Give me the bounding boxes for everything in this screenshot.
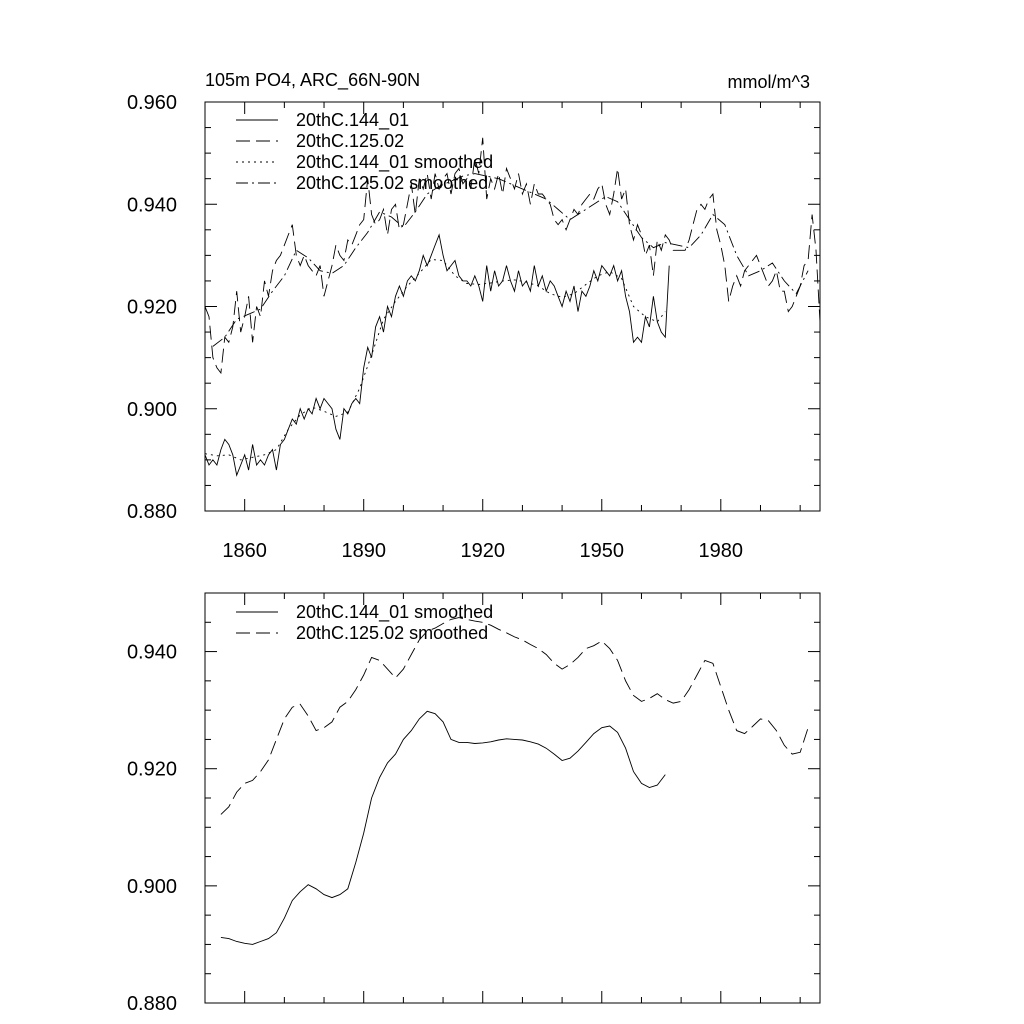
y-tick-label: 0.960 — [127, 92, 177, 114]
chart-title: 105m PO4, ARC_66N-90N — [205, 70, 420, 91]
x-tick-label: 1890 — [341, 540, 386, 562]
x-tick-label: 1980 — [699, 540, 744, 562]
series-line-2 — [205, 137, 820, 375]
series-line-3 — [205, 259, 666, 461]
y-tick-label: 0.880 — [127, 993, 177, 1015]
y-tick-label: 0.900 — [127, 876, 177, 898]
x-tick-label: 1860 — [222, 540, 267, 562]
x-tick-label: 1920 — [460, 540, 505, 562]
legend-label: 20thC.125.02 — [296, 131, 404, 151]
legend-label: 20thC.125.02 smoothed — [296, 173, 488, 193]
series-line-2 — [220, 617, 809, 815]
y-tick-label: 0.940 — [127, 642, 177, 664]
units-label: mmol/m^3 — [728, 72, 810, 92]
y-tick-label: 0.880 — [127, 501, 177, 523]
y-tick-label: 0.920 — [127, 297, 177, 319]
x-tick-label: 1950 — [580, 540, 625, 562]
series-line-4 — [212, 173, 809, 347]
top-panel: 105m PO4, ARC_66N-90N mmol/m^3 0.880 0.900 0… — [127, 70, 821, 562]
legend-label: 20thC.144_01 smoothed — [296, 602, 493, 623]
series-line-1 — [220, 710, 666, 945]
legend-label: 20thC.144_01 smoothed — [296, 152, 493, 173]
bottom-panel: 0.880 0.900 0.920 0.940 20thC.144_01 smoothe… — [127, 592, 821, 1015]
legend-label: 20thC.144_01 — [296, 110, 409, 131]
plot-frame — [204, 592, 821, 1004]
y-tick-label: 0.940 — [127, 194, 177, 216]
series-line-1 — [205, 233, 670, 477]
legend-label: 20thC.125.02 smoothed — [296, 623, 488, 643]
y-tick-label: 0.920 — [127, 759, 177, 781]
y-tick-label: 0.900 — [127, 399, 177, 421]
